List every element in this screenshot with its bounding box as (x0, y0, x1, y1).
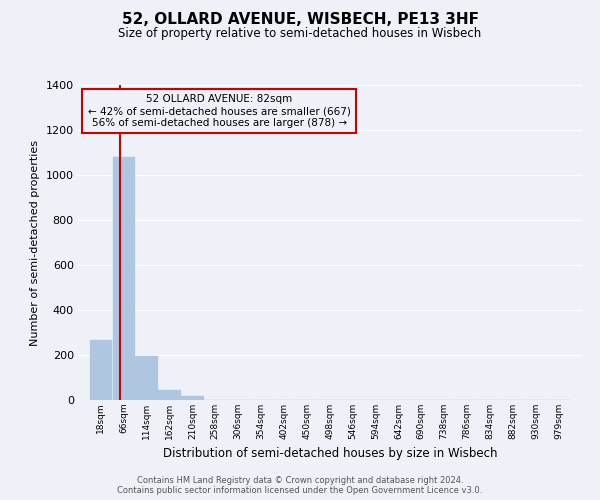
Text: 52, OLLARD AVENUE, WISBECH, PE13 3HF: 52, OLLARD AVENUE, WISBECH, PE13 3HF (121, 12, 479, 28)
Text: 52 OLLARD AVENUE: 82sqm
← 42% of semi-detached houses are smaller (667)
56% of s: 52 OLLARD AVENUE: 82sqm ← 42% of semi-de… (88, 94, 350, 128)
Text: Contains HM Land Registry data © Crown copyright and database right 2024.
Contai: Contains HM Land Registry data © Crown c… (118, 476, 482, 495)
Y-axis label: Number of semi-detached properties: Number of semi-detached properties (30, 140, 40, 346)
X-axis label: Distribution of semi-detached houses by size in Wisbech: Distribution of semi-detached houses by … (163, 448, 497, 460)
Bar (181, 396, 203, 400)
Bar (136, 356, 158, 400)
Bar (89, 340, 112, 400)
Bar (113, 157, 135, 400)
Bar (158, 390, 181, 400)
Text: Size of property relative to semi-detached houses in Wisbech: Size of property relative to semi-detach… (118, 28, 482, 40)
